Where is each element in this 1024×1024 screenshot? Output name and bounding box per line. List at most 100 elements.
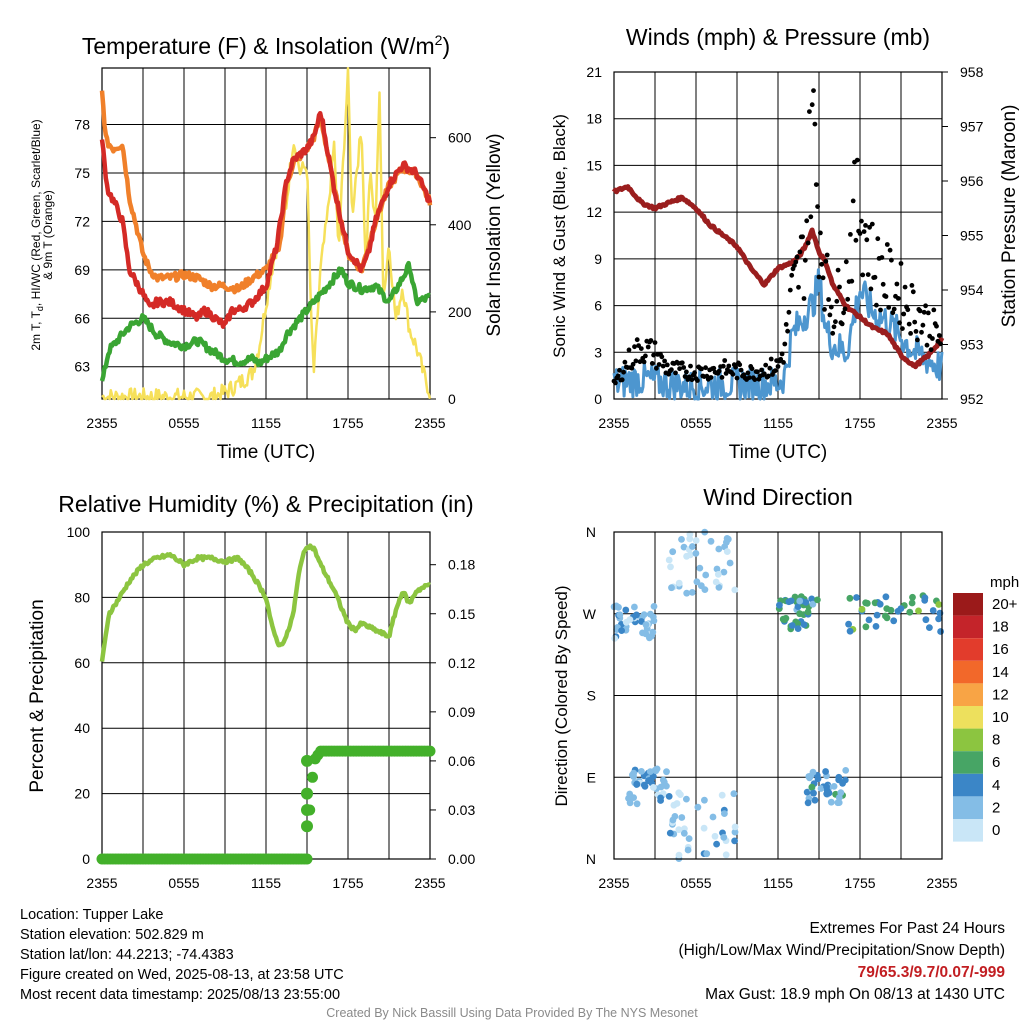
precipitation-point — [301, 853, 313, 865]
colorbar-swatch — [953, 706, 983, 729]
gust-point — [654, 365, 659, 371]
wind-direction-point — [714, 571, 722, 578]
wind-direction-point — [645, 777, 652, 785]
gust-point — [805, 240, 811, 246]
p1-y2tick-label: 400 — [448, 217, 472, 233]
latlon-text: Station lat/lon: 44.2213; -74.4383 — [20, 947, 234, 963]
wind-direction-point — [853, 594, 860, 601]
gust-point — [900, 326, 905, 331]
panel1-xlabel: Time (UTC) — [217, 442, 316, 463]
precipitation-point — [424, 745, 436, 757]
gust-point — [664, 362, 670, 368]
wind-direction-point — [669, 816, 677, 824]
gust-point — [930, 336, 935, 341]
gust-point — [643, 353, 648, 359]
p2-xtick-label: 1755 — [844, 415, 875, 431]
gust-point — [924, 342, 930, 348]
gust-point — [920, 322, 926, 328]
wind-direction-point — [846, 594, 854, 602]
wind-direction-point — [665, 556, 673, 564]
p3-xtick-label: 2355 — [86, 875, 117, 891]
p2-ytick-label: 15 — [586, 157, 602, 173]
precipitation-point — [301, 754, 313, 767]
gust-point — [901, 311, 907, 317]
wind-direction-point — [715, 584, 723, 591]
gust-point — [921, 309, 927, 315]
p1-frame — [101, 67, 431, 400]
gust-point — [865, 272, 871, 277]
gust-point — [833, 319, 838, 325]
p2-ytick-label: 0 — [594, 391, 602, 407]
colorbar-label: 8 — [992, 732, 1000, 749]
wind-direction-point — [785, 598, 793, 606]
p3-xtick-label: 2355 — [414, 875, 445, 891]
gust-point — [854, 157, 860, 163]
wind-direction-point — [657, 783, 665, 791]
gust-point — [684, 369, 689, 375]
gust-point — [797, 249, 803, 255]
wind-direction-point — [935, 601, 943, 608]
wind-direction-point — [689, 543, 696, 550]
p4-xtick-label: 1755 — [844, 875, 875, 891]
gust-point — [923, 303, 928, 309]
gust-point — [759, 367, 764, 373]
gust-point — [905, 307, 911, 313]
gust-point — [912, 319, 918, 325]
wind-direction-point — [926, 624, 933, 631]
gust-point — [801, 296, 807, 301]
gust-point — [679, 360, 685, 366]
gust-point — [808, 214, 814, 220]
gust-point — [733, 364, 738, 370]
wind-direction-point — [803, 788, 811, 796]
gust-point — [906, 321, 912, 327]
wind-direction-point — [731, 823, 739, 831]
gust-point — [641, 359, 647, 365]
gust-point — [894, 281, 900, 287]
gust-point — [830, 330, 836, 336]
extremes-subtitle: (High/Low/Max Wind/Precipitation/Snow De… — [678, 942, 1006, 959]
p4-ytick-label: N — [586, 524, 596, 540]
gust-point — [909, 283, 915, 288]
gust-point — [835, 267, 841, 273]
p4-xtick-label: 1155 — [763, 875, 793, 891]
wind-direction-point — [675, 826, 683, 834]
wind-direction-point — [811, 796, 819, 804]
wind-direction-point — [908, 599, 916, 607]
wind-speed-colorbar: 20+ 18 16 14 12 10 8 6 4 2 0 — [953, 593, 1018, 842]
gust-point — [826, 297, 831, 302]
wind-direction-point — [796, 597, 804, 605]
wind-direction-point — [808, 595, 816, 603]
gust-point — [813, 182, 819, 188]
colorbar-label: 14 — [992, 664, 1009, 681]
colorbar-label: 4 — [992, 777, 1000, 794]
wind-direction-point — [678, 814, 686, 821]
wind-direction-point — [692, 550, 700, 557]
wind-direction-point — [882, 593, 890, 601]
wind-direction-point — [640, 781, 648, 789]
gust-point — [902, 284, 908, 290]
wind-direction-point — [693, 578, 701, 586]
wind-direction-point — [722, 851, 730, 859]
wind-direction-point — [629, 771, 636, 779]
wind-direction-point — [835, 773, 843, 781]
gust-point — [720, 363, 726, 369]
relative-humidity-line — [99, 543, 431, 662]
p2-y2tick-label: 953 — [960, 337, 984, 353]
gust-point — [626, 347, 632, 353]
gust-point — [656, 362, 662, 367]
wind-direction-point — [615, 603, 622, 611]
gust-point — [886, 305, 892, 310]
p1-ytick-label: 69 — [74, 262, 90, 278]
gust-point — [660, 363, 666, 369]
wind-direction-point — [915, 607, 922, 615]
wind-direction-point — [823, 790, 831, 798]
gust-point — [820, 275, 826, 281]
station-pressure-line — [611, 184, 945, 370]
gust-point — [761, 371, 767, 377]
wind-direction-point — [646, 768, 654, 775]
wind-direction-point — [871, 599, 879, 607]
p3-y2tick-label: 0.12 — [448, 655, 475, 671]
gust-point — [633, 358, 639, 364]
gust-point — [859, 218, 864, 224]
